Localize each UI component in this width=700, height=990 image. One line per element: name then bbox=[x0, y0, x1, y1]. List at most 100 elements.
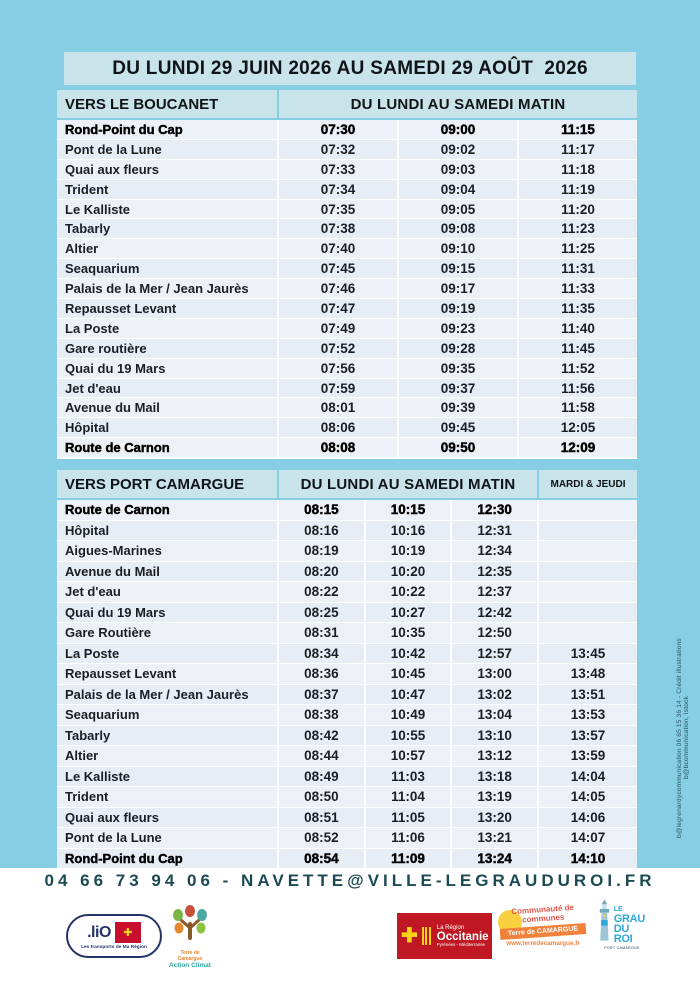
departure-time: 08:52 bbox=[279, 828, 364, 848]
times-group: 07:45 09:15 11:31 bbox=[279, 259, 637, 279]
departure-time: 07:49 bbox=[279, 318, 397, 338]
stop-name: Avenue du Mail bbox=[57, 561, 277, 581]
grau-du-roi-words: LE GRAU DU ROI bbox=[614, 906, 648, 944]
region-occitanie-logo: ✚ La Région Occitanie Pyrénées - Méditer… bbox=[397, 913, 492, 959]
departure-time: 07:35 bbox=[279, 199, 397, 219]
times-group: 07:52 09:28 11:45 bbox=[279, 338, 637, 358]
departure-time: 11:35 bbox=[519, 299, 637, 318]
stop-name: Altier bbox=[57, 239, 277, 259]
times-group: 07:59 09:37 11:56 bbox=[279, 378, 637, 398]
departure-time: 07:33 bbox=[279, 159, 397, 179]
departure-time: 09:08 bbox=[399, 219, 517, 239]
times-group: 07:30 09:00 11:15 bbox=[279, 120, 637, 139]
departure-time: 10:27 bbox=[365, 602, 451, 622]
departure-time: 11:19 bbox=[519, 179, 637, 199]
times-group: 08:20 10:20 12:35 bbox=[279, 561, 538, 581]
extra-days-time: 14:04 bbox=[539, 766, 637, 786]
times-group: 07:47 09:19 11:35 bbox=[279, 299, 637, 318]
stop-name: Aigues-Marines bbox=[57, 541, 277, 561]
times-group: 07:49 09:23 11:40 bbox=[279, 318, 637, 338]
departure-time: 08:15 bbox=[279, 500, 364, 520]
departure-time: 11:03 bbox=[365, 766, 451, 786]
stop-name: La Poste bbox=[57, 643, 277, 663]
departure-time: 07:59 bbox=[279, 378, 397, 398]
stop-name: Route de Carnon bbox=[57, 500, 277, 520]
terredecamargue-url: www.terredecamargue.fr bbox=[506, 939, 580, 947]
timetable-boucanet-rows: Rond-Point du Cap 07:30 09:00 11:15 Pont de … bbox=[57, 120, 637, 460]
timetable-row: Quai du 19 Mars 08:25 10:27 12:42 bbox=[57, 602, 637, 622]
timetable-row: Trident 08:50 11:04 13:19 14:05 bbox=[57, 787, 637, 807]
direction-header: VERS PORT CAMARGUE bbox=[57, 470, 277, 498]
departure-time: 12:34 bbox=[452, 541, 538, 561]
departure-time: 08:44 bbox=[279, 746, 364, 766]
departure-time: 09:00 bbox=[399, 120, 517, 139]
departure-time: 11:06 bbox=[365, 828, 451, 848]
occitan-cross-icon: ✚ bbox=[401, 925, 418, 947]
departure-time: 09:50 bbox=[399, 438, 517, 458]
times-group: 08:44 10:57 13:12 bbox=[279, 746, 538, 766]
times-group: 07:34 09:04 11:19 bbox=[279, 179, 637, 199]
extra-days-time bbox=[539, 561, 637, 581]
departure-time: 13:12 bbox=[452, 746, 538, 766]
departure-time: 12:35 bbox=[452, 561, 538, 581]
departure-time: 11:33 bbox=[519, 279, 637, 299]
departure-time: 11:23 bbox=[519, 219, 637, 239]
timetable-port-camargue-header: VERS PORT CAMARGUE DU LUNDI AU SAMEDI MA… bbox=[57, 470, 637, 498]
credits-vertical-text: b@legrenardycommunication 06 65 15 36 14… bbox=[676, 638, 690, 838]
departure-time: 11:04 bbox=[365, 787, 451, 807]
departure-time: 08:34 bbox=[279, 643, 364, 663]
departure-time: 11:40 bbox=[519, 318, 637, 338]
departure-time: 13:19 bbox=[452, 787, 538, 807]
stop-name: Seaquarium bbox=[57, 259, 277, 279]
departure-time: 10:55 bbox=[365, 725, 451, 745]
schedule-header: DU LUNDI AU SAMEDI MATIN bbox=[279, 90, 637, 118]
departure-time: 07:38 bbox=[279, 219, 397, 239]
departure-time: 13:00 bbox=[452, 664, 538, 684]
departure-time: 07:46 bbox=[279, 279, 397, 299]
lighthouse-icon bbox=[599, 899, 610, 941]
timetable-row: Repausset Levant 07:47 09:19 11:35 bbox=[57, 299, 637, 318]
departure-time: 09:02 bbox=[399, 139, 517, 159]
timetable-row: Repausset Levant 08:36 10:45 13:00 13:48 bbox=[57, 664, 637, 684]
extra-days-header: MARDI & JEUDI bbox=[539, 470, 637, 498]
departure-time: 07:52 bbox=[279, 338, 397, 358]
occitan-cross-icon: ✚ bbox=[114, 922, 141, 943]
departure-time: 08:01 bbox=[279, 398, 397, 418]
extra-days-time: 14:07 bbox=[539, 828, 637, 848]
departure-time: 10:16 bbox=[365, 520, 451, 540]
stop-name: Altier bbox=[57, 746, 277, 766]
timetable-row: Tabarly 08:42 10:55 13:10 13:57 bbox=[57, 725, 637, 745]
departure-time: 08:06 bbox=[279, 418, 397, 438]
extra-days-time: 13:53 bbox=[539, 705, 637, 725]
departure-time: 12:31 bbox=[452, 520, 538, 540]
departure-time: 13:04 bbox=[452, 705, 538, 725]
terre-de-camargue-label: Terre de Camargue bbox=[177, 950, 203, 962]
departure-time: 11:05 bbox=[365, 807, 451, 827]
times-group: 08:01 09:39 11:58 bbox=[279, 398, 637, 418]
timetable-row: Hôpital 08:16 10:16 12:31 bbox=[57, 520, 637, 540]
departure-time: 11:45 bbox=[519, 338, 637, 358]
partner-logos-row: .liO ✚ Les transports de Ma Région Terre… bbox=[0, 898, 700, 978]
departure-time: 10:19 bbox=[365, 541, 451, 561]
timetable-row: Avenue du Mail 08:20 10:20 12:35 bbox=[57, 561, 637, 581]
departure-time: 08:19 bbox=[279, 541, 364, 561]
departure-time: 13:18 bbox=[452, 766, 538, 786]
stop-name: Pont de la Lune bbox=[57, 139, 277, 159]
times-group: 07:35 09:05 11:20 bbox=[279, 199, 637, 219]
departure-time: 11:09 bbox=[365, 848, 451, 868]
extra-days-time bbox=[539, 500, 637, 520]
timetable-row: Route de Carnon 08:08 09:50 12:09 bbox=[57, 438, 637, 458]
stop-name: Palais de la Mer / Jean Jaurès bbox=[57, 684, 277, 704]
departure-time: 07:32 bbox=[279, 139, 397, 159]
departure-time: 12:42 bbox=[452, 602, 538, 622]
schedule-header: DU LUNDI AU SAMEDI MATIN bbox=[279, 470, 537, 498]
departure-time: 10:20 bbox=[365, 561, 451, 581]
timetable-row: Trident 07:34 09:04 11:19 bbox=[57, 179, 637, 199]
extra-days-time: 13:59 bbox=[539, 746, 637, 766]
extra-days-time: 14:05 bbox=[539, 787, 637, 807]
extra-days-time bbox=[539, 623, 637, 643]
lio-caption: Les transports de Ma Région bbox=[81, 945, 147, 950]
timetable-row: Seaquarium 08:38 10:49 13:04 13:53 bbox=[57, 705, 637, 725]
port-camargue-label: PORT CAMARGUE bbox=[604, 946, 640, 950]
